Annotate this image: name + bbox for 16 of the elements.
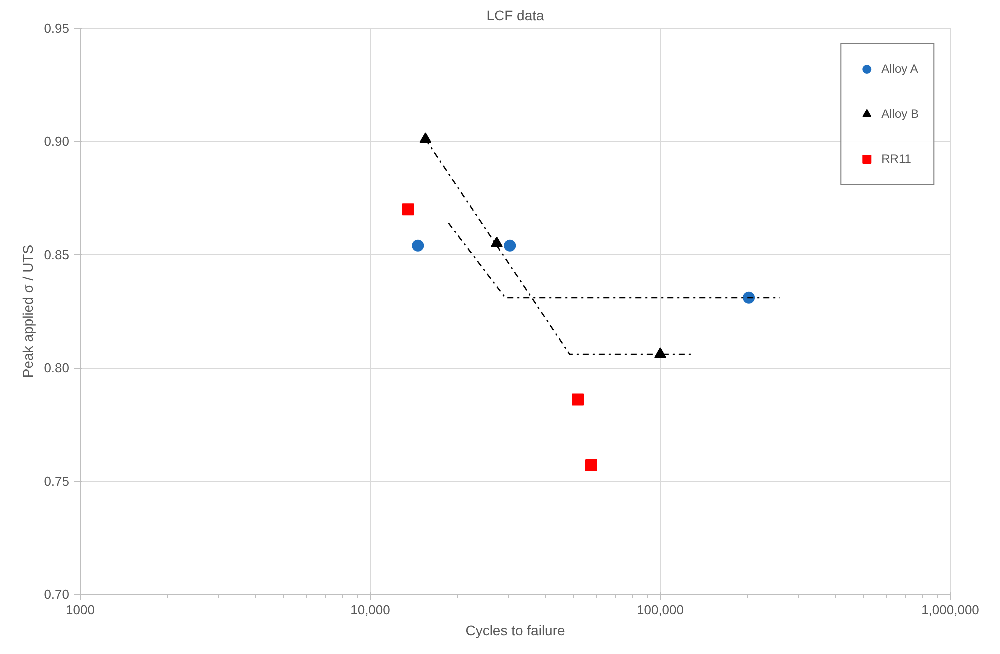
x-tick-label: 10,000 <box>350 602 390 618</box>
legend-label: Alloy A <box>882 62 918 76</box>
x-tick-label: 1000 <box>66 602 95 618</box>
x-tick-label: 100,000 <box>637 602 684 618</box>
x-axis-title: Cycles to failure <box>466 622 566 638</box>
y-tick-label: 0.70 <box>44 587 70 602</box>
y-axis-title: Peak applied σ / UTS <box>20 244 36 378</box>
legend-label: RR11 <box>882 152 912 166</box>
y-tick-label: 0.85 <box>44 247 70 262</box>
y-tick-label: 0.80 <box>44 360 70 376</box>
legend-label: Alloy B <box>882 107 919 121</box>
chart-title: LCF data <box>486 8 545 24</box>
y-tick-label: 0.95 <box>44 21 70 36</box>
y-tick-label: 0.75 <box>44 474 70 489</box>
x-tick-label: 1,000,000 <box>922 602 980 618</box>
y-tick-label: 0.90 <box>44 134 70 150</box>
